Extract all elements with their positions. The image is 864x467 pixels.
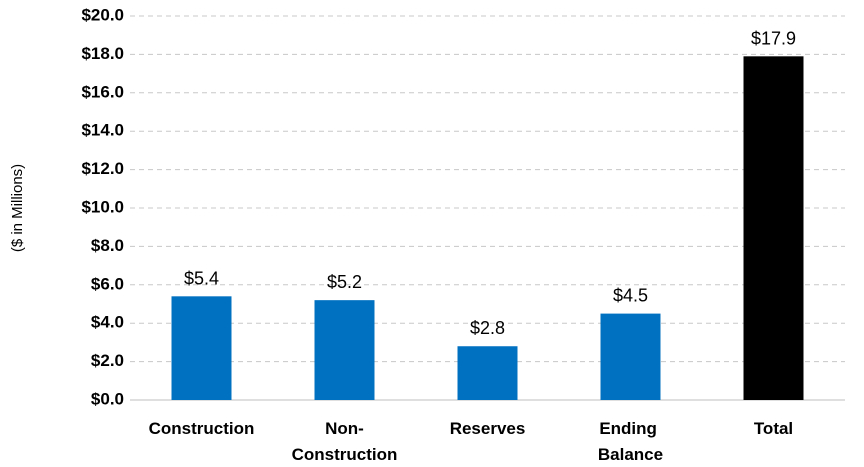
bar xyxy=(314,300,375,400)
bar xyxy=(743,56,804,400)
data-label: $5.4 xyxy=(184,268,219,288)
x-tick-label: Reserves xyxy=(450,419,526,438)
y-tick-label: $6.0 xyxy=(91,274,124,293)
data-label: $5.2 xyxy=(327,272,362,292)
x-tick-label: Construction xyxy=(149,419,255,438)
x-tick-label: Total xyxy=(754,419,793,438)
data-label: $4.5 xyxy=(613,286,648,306)
y-tick-label: $20.0 xyxy=(81,5,124,24)
y-tick-label: $4.0 xyxy=(91,313,124,332)
y-tick-label: $16.0 xyxy=(81,82,124,101)
bar xyxy=(600,313,661,400)
data-label: $2.8 xyxy=(470,318,505,338)
y-tick-label: $18.0 xyxy=(81,44,124,63)
y-axis-label: ($ in Millions) xyxy=(9,164,26,252)
y-tick-label: $10.0 xyxy=(81,197,124,216)
y-tick-label: $12.0 xyxy=(81,159,124,178)
x-tick-label: Non-Construction xyxy=(292,419,398,464)
x-tick-label: Ending Balance xyxy=(598,419,663,464)
y-tick-label: $2.0 xyxy=(91,351,124,370)
y-tick-label: $8.0 xyxy=(91,236,124,255)
data-label: $17.9 xyxy=(751,28,796,48)
y-tick-label: $14.0 xyxy=(81,121,124,140)
bar xyxy=(457,346,518,400)
bar xyxy=(171,296,232,400)
y-tick-label: $0.0 xyxy=(91,389,124,408)
